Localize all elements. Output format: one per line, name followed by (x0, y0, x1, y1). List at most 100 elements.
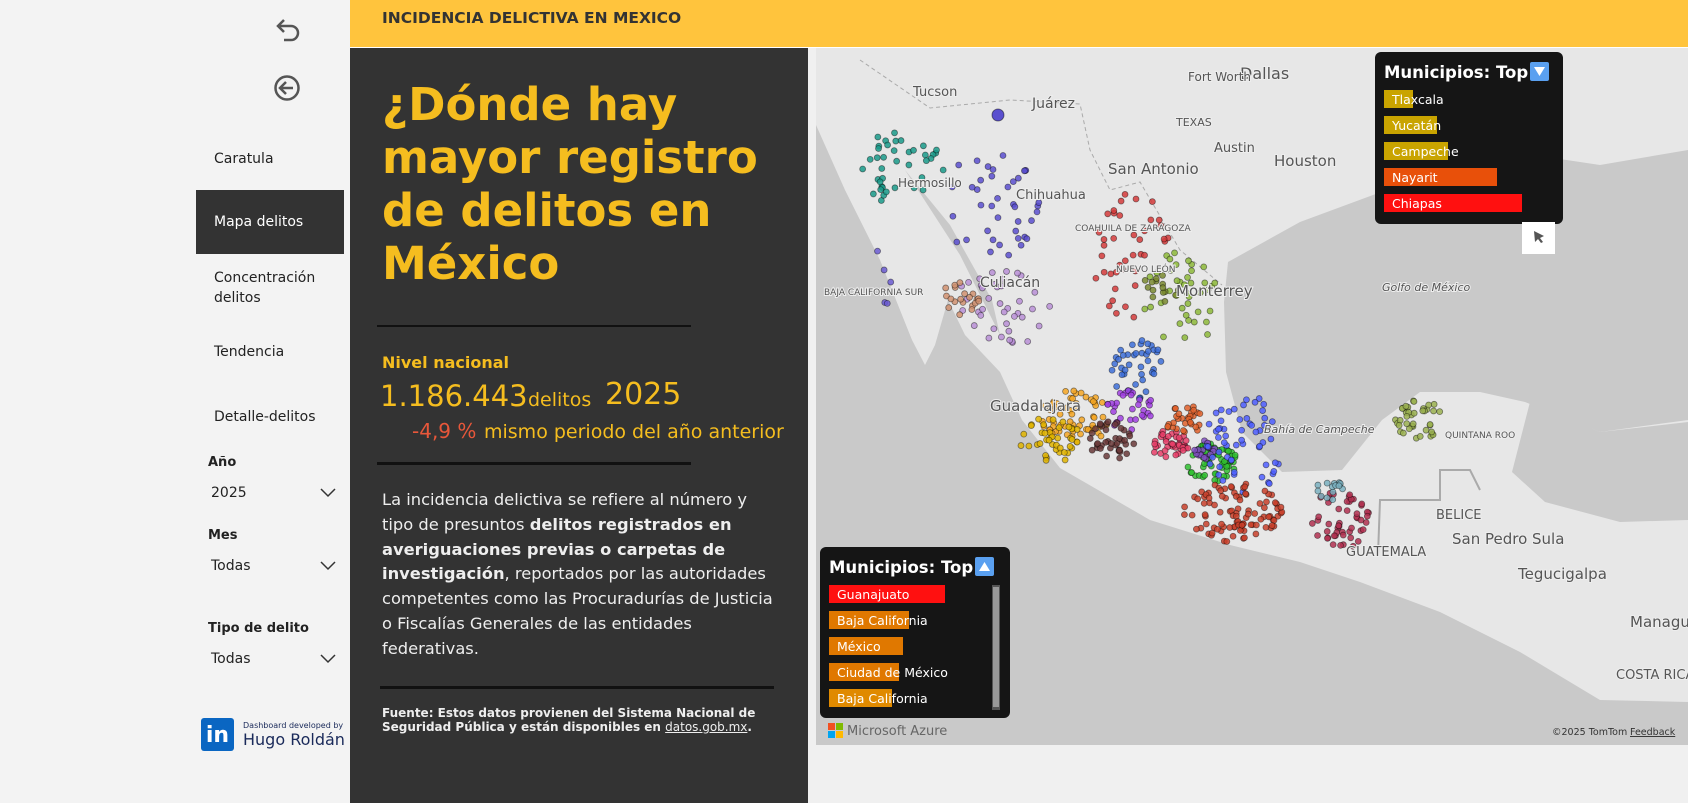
nav-item[interactable]: Caratula (214, 151, 274, 167)
nav-item[interactable]: Tendencia (214, 344, 285, 360)
incident-dot (1138, 370, 1145, 378)
incident-dot (1164, 432, 1172, 440)
incident-dot (1212, 409, 1220, 417)
map-label: Chihuahua (1016, 188, 1086, 203)
incident-dot (1243, 396, 1250, 404)
incident-dot (873, 154, 881, 162)
incident-dot (1230, 468, 1238, 476)
incident-dot (1021, 167, 1028, 175)
linkedin-badge[interactable]: in (201, 718, 234, 751)
incident-dot (1335, 482, 1343, 490)
incident-dot (1082, 393, 1090, 401)
incident-dot (1027, 422, 1035, 430)
nav-item[interactable]: Detalle-delitos (214, 409, 316, 425)
incident-dot (1157, 358, 1165, 365)
undo-icon[interactable] (272, 17, 302, 47)
incident-dot (1204, 331, 1211, 338)
incident-dot (949, 212, 957, 220)
incident-dot (1243, 415, 1251, 422)
incident-dot (1256, 500, 1264, 507)
incident-dot (1107, 440, 1115, 447)
incident-dot (1205, 494, 1213, 502)
incident-dot (1147, 303, 1155, 311)
incident-dot (1146, 273, 1154, 281)
incident-dot (1256, 442, 1264, 450)
incident-dot (874, 133, 882, 141)
filter-dropdown[interactable]: 2025 (211, 485, 336, 501)
incident-dot (1077, 389, 1085, 397)
incident-dot (1028, 217, 1035, 224)
incident-dot (1232, 493, 1240, 500)
incident-dot (1041, 402, 1049, 410)
map-label: COSTA RICA (1616, 668, 1688, 683)
incident-dot (1132, 195, 1140, 203)
incident-dot (985, 294, 993, 302)
incident-dot (1100, 241, 1108, 249)
incident-dot (1077, 430, 1084, 438)
incident-dot (918, 174, 926, 181)
incident-dot (1132, 381, 1139, 388)
incident-dot (1054, 403, 1062, 411)
nav-item[interactable]: Concentración delitos (214, 270, 316, 306)
incident-dot (1100, 268, 1108, 276)
incident-dot (1072, 400, 1080, 407)
incident-dot (1227, 483, 1235, 490)
filter-dropdown[interactable]: Todas (211, 558, 336, 574)
incident-dot (1335, 522, 1343, 530)
bar (829, 585, 945, 603)
incident-dot (1315, 513, 1323, 521)
incident-dot (1349, 542, 1357, 550)
incident-dot (1078, 416, 1086, 424)
incident-dot (1430, 407, 1437, 415)
panel-title: Municipios: Top 5 (1384, 63, 1545, 82)
incident-dot (1086, 435, 1094, 442)
source-text: Fuente: Estos datos provienen del Sistem… (382, 706, 756, 734)
incident-dot (1138, 411, 1146, 419)
incident-dot (1261, 421, 1268, 429)
incident-dot (1353, 510, 1361, 518)
intro-panel: ¿Dónde hay mayor registro de delitos en Méx… (350, 48, 808, 803)
incident-dot (884, 141, 891, 149)
back-icon[interactable] (272, 73, 302, 103)
incident-dot (1211, 279, 1219, 287)
incident-dot (963, 236, 970, 244)
incident-points (859, 108, 1444, 550)
incident-dot (1213, 525, 1221, 533)
incident-dot (1126, 432, 1134, 440)
filter-value: 2025 (211, 485, 247, 501)
scrollbar-thumb[interactable] (993, 587, 999, 707)
incident-dot (1343, 507, 1351, 514)
filter-dropdown[interactable]: Todas (211, 651, 336, 667)
incident-dot (1422, 426, 1430, 434)
incident-dot (1046, 406, 1054, 414)
incident-dot (859, 165, 867, 173)
incident-dot (1092, 274, 1100, 282)
incident-dot (1260, 400, 1268, 408)
border (859, 59, 1223, 286)
incident-dot (1314, 532, 1321, 539)
incident-dot (1096, 420, 1104, 428)
incident-dot (948, 183, 956, 191)
incident-dot (1211, 501, 1218, 509)
nav-item[interactable]: Mapa delitos (196, 190, 344, 254)
source-link[interactable]: datos.gob.mx (665, 720, 748, 734)
incident-dot (1419, 407, 1427, 415)
incident-dot (1121, 366, 1129, 374)
incident-dot (1014, 269, 1021, 277)
incident-dot (1147, 412, 1154, 420)
incident-dot (1141, 276, 1149, 284)
incident-dot (1112, 268, 1120, 276)
incident-dot (1172, 405, 1179, 412)
incident-dot (1129, 251, 1137, 259)
incident-dot (965, 278, 972, 286)
incident-dot (1149, 293, 1157, 301)
feedback-link[interactable]: Feedback (1630, 727, 1676, 738)
incident-dot (1188, 511, 1196, 519)
incident-dot (1104, 210, 1112, 218)
incident-dot (1271, 499, 1279, 507)
incident-dot (1107, 270, 1115, 278)
incident-dot (1115, 355, 1122, 363)
incident-dot (1191, 446, 1198, 454)
